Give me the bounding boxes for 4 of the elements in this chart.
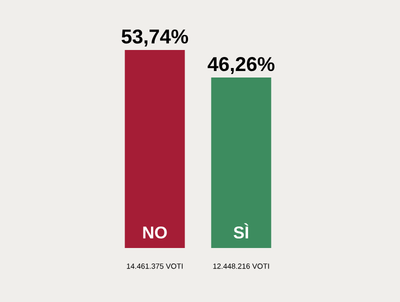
data-label: 46,26%	[208, 57, 274, 74]
x-tick-label: SÌ	[234, 223, 248, 238]
x-tick-label: NO	[143, 226, 167, 238]
data-label: 53,74%	[122, 29, 188, 46]
